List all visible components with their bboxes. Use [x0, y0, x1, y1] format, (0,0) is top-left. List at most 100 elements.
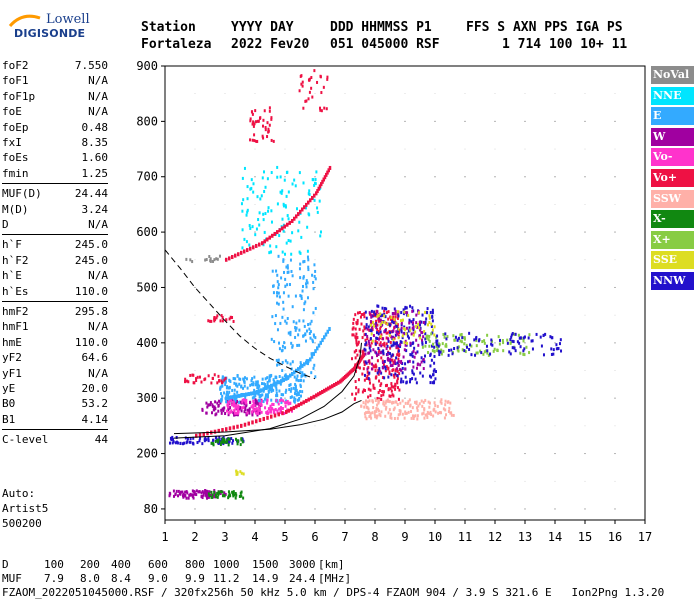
distance-value: 1500: [252, 558, 279, 571]
echo-point: [374, 399, 377, 403]
echo-point: [294, 388, 297, 392]
param-separator: [2, 183, 108, 185]
echo-point: [390, 316, 393, 320]
echo-point: [311, 273, 314, 277]
echo-point: [394, 382, 397, 386]
trace-point: [321, 389, 324, 394]
echo-point: [251, 112, 254, 116]
echo-point: [373, 310, 376, 314]
echo-point: [415, 402, 418, 406]
echo-point: [205, 411, 208, 415]
echo-point: [192, 436, 195, 440]
echo-point: [379, 319, 382, 323]
echo-point: [397, 346, 400, 350]
grid-dot: [584, 259, 586, 261]
echo-point: [272, 139, 275, 143]
echo-point: [376, 337, 379, 341]
echo-point: [275, 394, 278, 398]
echo-point: [418, 334, 421, 338]
echo-point: [370, 416, 373, 420]
echo-point: [444, 332, 447, 336]
echo-point: [371, 411, 374, 415]
echo-point: [385, 405, 388, 409]
echo-point: [275, 269, 278, 273]
echo-point: [255, 120, 258, 124]
echo-point: [412, 365, 415, 369]
echo-point: [268, 251, 271, 255]
grid-dot: [434, 259, 436, 261]
echo-point: [489, 352, 492, 356]
echo-point: [439, 400, 442, 404]
echo-point: [236, 413, 239, 417]
param-value: 110.0: [74, 335, 108, 349]
echo-point: [255, 227, 258, 231]
echo-point: [380, 333, 383, 337]
echo-point: [316, 206, 319, 210]
echo-point: [369, 412, 372, 416]
echo-point: [253, 404, 256, 408]
echo-point: [202, 491, 205, 495]
echo-point: [246, 197, 249, 201]
trace-point: [328, 326, 331, 331]
echo-point: [424, 340, 427, 344]
echo-point: [216, 257, 219, 261]
echo-point: [385, 307, 388, 311]
echo-point: [244, 407, 247, 411]
trace-point: [242, 392, 245, 397]
echo-point: [283, 178, 286, 182]
echo-point: [376, 327, 379, 331]
echo-point: [363, 412, 366, 416]
echo-point: [385, 336, 388, 340]
echo-point: [381, 360, 384, 364]
echo-point: [295, 388, 298, 392]
echo-point: [415, 321, 418, 325]
echo-point: [449, 401, 452, 405]
echo-point: [431, 319, 434, 323]
trace-point: [247, 421, 250, 426]
echo-point: [225, 318, 228, 322]
echo-point: [396, 416, 399, 420]
echo-point: [424, 413, 427, 417]
echo-point: [212, 442, 215, 446]
grid-dot: [254, 176, 256, 178]
echo-point: [405, 349, 408, 353]
echo-point: [417, 311, 420, 315]
grid-dot: [494, 342, 496, 344]
echo-point: [305, 99, 308, 103]
echo-point: [411, 414, 414, 418]
echo-point: [377, 368, 380, 372]
echo-point: [460, 333, 463, 337]
grid-dot: [404, 314, 406, 316]
echo-point: [406, 311, 409, 315]
echo-point: [278, 375, 281, 379]
grid-dot: [314, 287, 316, 288]
echo-point: [235, 383, 238, 387]
echo-point: [385, 365, 388, 369]
echo-point: [399, 412, 402, 416]
param-name: B1: [2, 412, 16, 426]
echo-point: [411, 326, 414, 330]
echo-point: [430, 344, 433, 348]
echo-point: [261, 176, 264, 180]
echo-point: [240, 385, 243, 389]
echo-point: [375, 326, 378, 330]
echo-point: [269, 244, 272, 248]
echo-point: [366, 400, 369, 404]
echo-point: [445, 413, 448, 417]
trace-point: [291, 219, 294, 224]
echo-point: [478, 338, 481, 342]
echo-point: [385, 347, 388, 351]
trace-point: [324, 332, 328, 337]
trace-point: [240, 423, 243, 428]
grid-dot: [314, 176, 316, 178]
echo-point: [272, 408, 275, 412]
echo-point: [426, 307, 429, 311]
echo-point: [412, 372, 415, 376]
grid-dot: [554, 425, 556, 427]
echo-point: [223, 440, 226, 444]
grid-dot: [314, 370, 316, 371]
echo-point: [422, 320, 425, 324]
echo-point: [394, 315, 397, 319]
grid-dot: [404, 204, 406, 205]
trace-point: [273, 413, 277, 418]
